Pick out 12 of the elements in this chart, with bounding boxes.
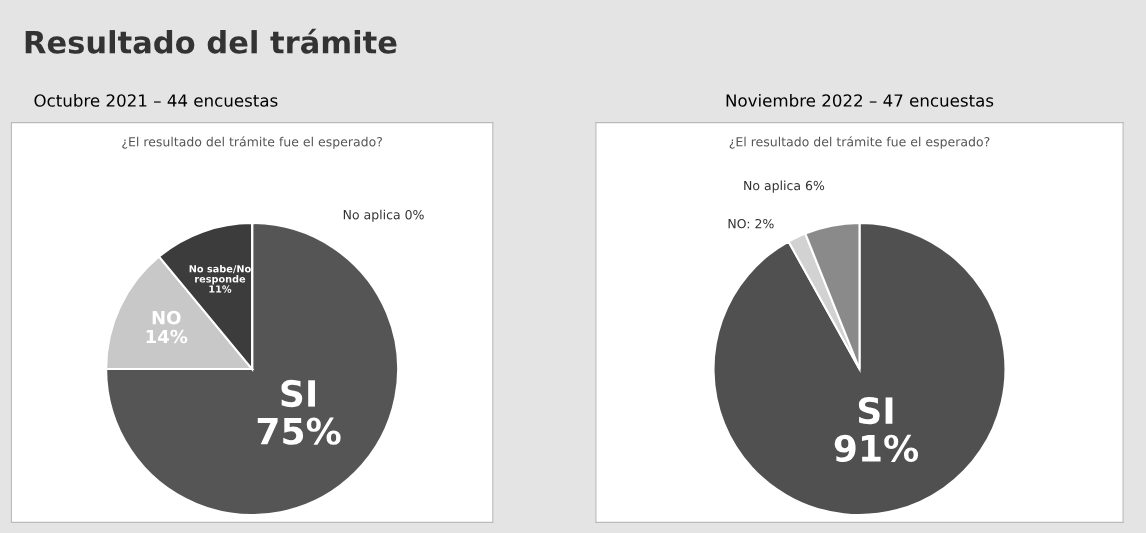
chart-title: Noviembre 2022 – 47 encuestas [726,93,994,107]
text: Resultado del trámite [25,28,397,54]
data-label: NO: 2% [728,218,774,229]
chart-title: Octubre 2021 – 44 encuestas [34,93,278,107]
data-label: No sabe/No responde 11% [189,264,251,293]
data-label: SI 75% [257,379,341,445]
data-label: No aplica 6% [744,180,825,193]
chart-subtitle: ¿El resultado del trámite fue el esperado? [729,136,990,149]
chart-subtitle: ¿El resultado del trámite fue el esperado? [122,136,382,149]
text: No aplica 0% [343,209,424,222]
pie-slice [105,222,400,517]
data-label: SI 91% [834,396,919,462]
